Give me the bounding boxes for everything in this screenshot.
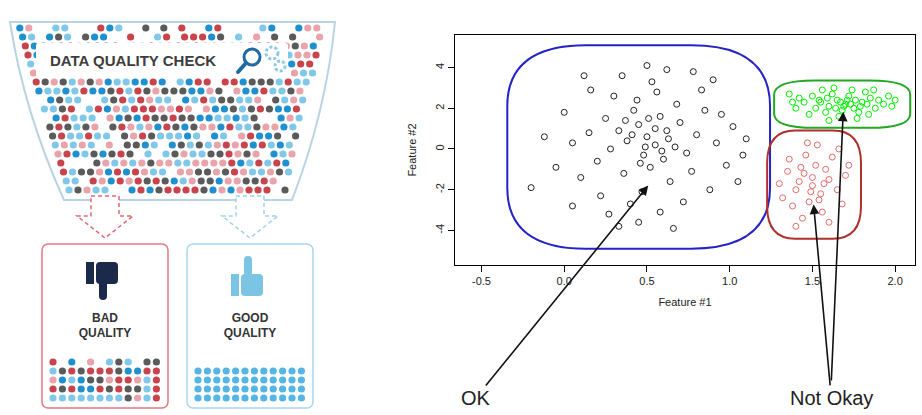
svg-text:OK: OK bbox=[461, 387, 491, 409]
svg-text:0.0: 0.0 bbox=[557, 275, 572, 287]
svg-text:QUALITY: QUALITY bbox=[79, 326, 132, 340]
svg-text:Feature #1: Feature #1 bbox=[658, 296, 711, 308]
svg-text:BAD: BAD bbox=[92, 311, 118, 325]
svg-text:0.5: 0.5 bbox=[639, 275, 654, 287]
svg-text:Feature #2: Feature #2 bbox=[406, 123, 418, 176]
svg-text:GOOD: GOOD bbox=[232, 311, 269, 325]
svg-text:0: 0 bbox=[434, 144, 446, 150]
svg-text:2: 2 bbox=[434, 104, 446, 110]
svg-text:DATA QUALITY CHECK: DATA QUALITY CHECK bbox=[50, 52, 216, 69]
svg-text:2.0: 2.0 bbox=[887, 275, 902, 287]
svg-text:-0.5: -0.5 bbox=[472, 275, 491, 287]
svg-text:1.0: 1.0 bbox=[722, 275, 737, 287]
svg-text:-4: -4 bbox=[434, 224, 446, 234]
svg-text:-2: -2 bbox=[434, 183, 446, 193]
svg-text:1.5: 1.5 bbox=[805, 275, 820, 287]
svg-text:QUALITY: QUALITY bbox=[224, 326, 277, 340]
svg-text:Not Okay: Not Okay bbox=[790, 387, 873, 409]
svg-text:4: 4 bbox=[434, 63, 446, 69]
